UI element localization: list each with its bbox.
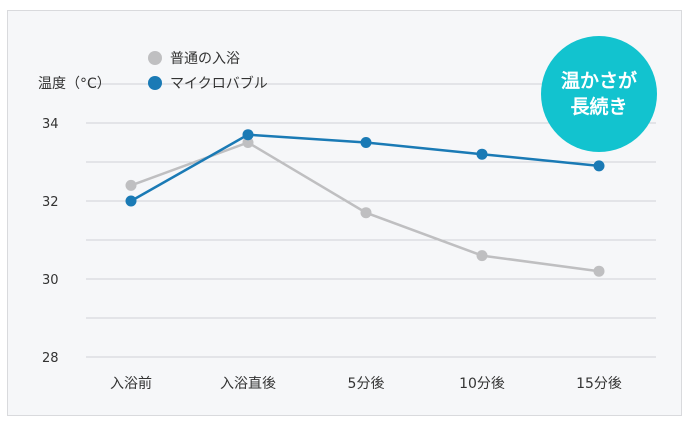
legend-dot-normal bbox=[148, 51, 162, 65]
data-point-1-1 bbox=[242, 129, 254, 141]
y-tick-label: 32 bbox=[42, 195, 59, 210]
data-point-0-2 bbox=[360, 207, 372, 219]
legend-item-normal: 普通の入浴 bbox=[148, 47, 268, 69]
data-point-1-0 bbox=[125, 195, 137, 207]
x-tick-label: 入浴直後 bbox=[220, 375, 276, 392]
legend-item-micro: マイクロバブル bbox=[148, 72, 268, 94]
data-point-0-4 bbox=[593, 265, 605, 277]
data-point-0-0 bbox=[125, 179, 137, 191]
x-tick-label: 15分後 bbox=[576, 376, 622, 392]
data-point-0-3 bbox=[476, 250, 488, 262]
legend-label-micro: マイクロバブル bbox=[170, 76, 268, 92]
y-tick-label: 34 bbox=[42, 117, 59, 132]
x-tick-label: 10分後 bbox=[459, 376, 505, 392]
legend: 普通の入浴 マイクロバブル bbox=[148, 47, 268, 97]
warmth-badge: 温かさが 長続き bbox=[541, 36, 657, 152]
y-tick-label: 30 bbox=[42, 273, 59, 288]
data-point-0-1 bbox=[242, 137, 254, 148]
y-tick-label: 28 bbox=[42, 351, 59, 366]
badge-line-1: 温かさが bbox=[560, 70, 637, 92]
badge-line-2: 長続き bbox=[570, 96, 628, 118]
x-tick-label: 5分後 bbox=[348, 376, 385, 392]
x-tick-label: 入浴前 bbox=[110, 375, 152, 392]
legend-label-normal: 普通の入浴 bbox=[170, 51, 240, 67]
y-axis-label: 温度（°C） bbox=[38, 76, 111, 92]
legend-dot-micro bbox=[148, 76, 162, 90]
data-point-1-4 bbox=[593, 160, 605, 172]
data-point-1-2 bbox=[360, 137, 372, 148]
data-point-1-3 bbox=[476, 148, 488, 160]
